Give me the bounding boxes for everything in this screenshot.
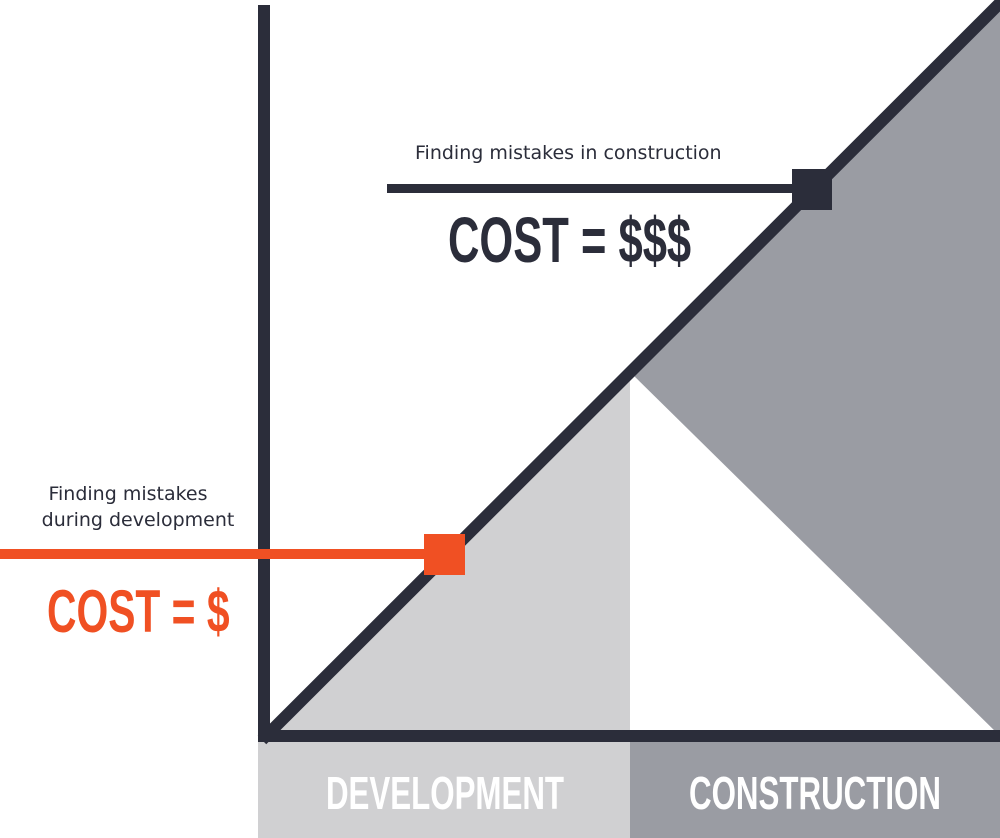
stage-label-development: DEVELOPMENT — [325, 767, 565, 819]
x-axis — [258, 730, 1000, 742]
cost-curve — [257, 0, 1000, 745]
construction-area — [630, 3, 1000, 736]
stage-label-construction: CONSTRUCTION — [689, 767, 941, 819]
development-band — [258, 742, 630, 838]
construction-band — [630, 742, 1000, 838]
development-leader-line — [0, 549, 440, 559]
construction-leader-line — [387, 184, 802, 193]
construction-marker — [792, 169, 832, 210]
development-cost: COST = $ — [47, 578, 230, 645]
y-axis — [258, 5, 270, 742]
development-marker — [424, 534, 465, 575]
development-caption-line2: during development — [41, 509, 235, 531]
construction-cost: COST = $$$ — [448, 204, 692, 276]
construction-caption: Finding mistakes in construction — [415, 142, 722, 164]
development-caption-line1: Finding mistakes — [48, 483, 208, 505]
